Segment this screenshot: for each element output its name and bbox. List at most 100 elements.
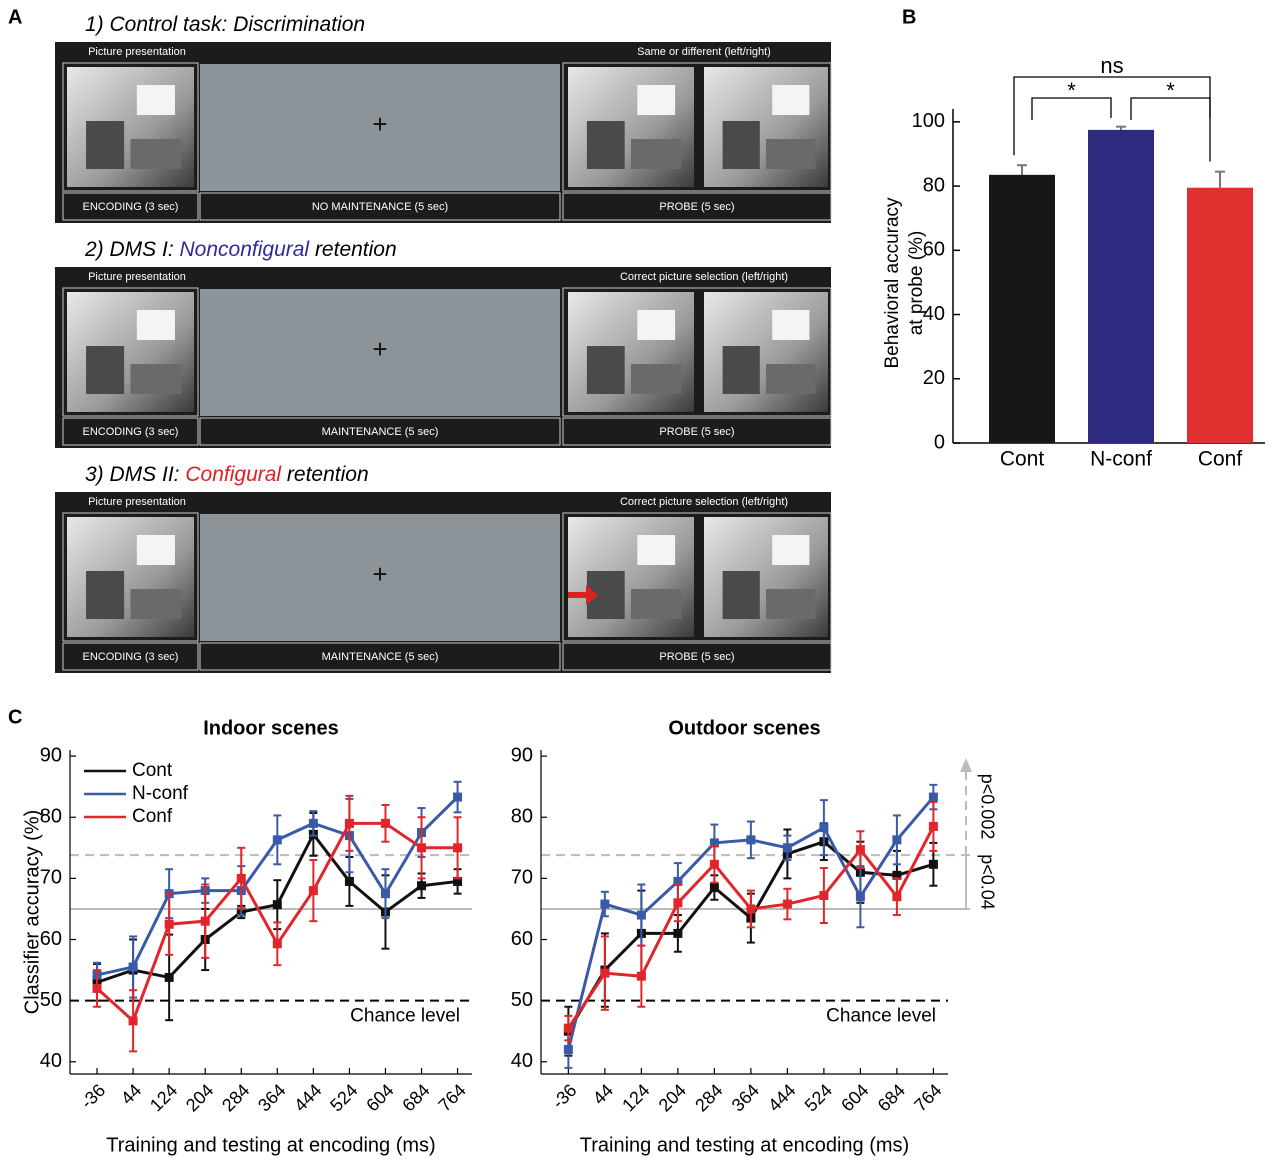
x-tick-label: 364 <box>728 1080 763 1115</box>
y-tick-label: 80 <box>923 174 945 196</box>
marker <box>637 972 646 981</box>
x-tick-label: 604 <box>837 1080 872 1115</box>
x-tick-label: 524 <box>801 1080 836 1115</box>
marker <box>819 891 828 900</box>
scene-detail <box>766 139 816 169</box>
fixation-cross: + <box>372 559 387 589</box>
y-tick-label: 80 <box>511 806 533 828</box>
marker <box>273 939 282 948</box>
scene-detail <box>723 346 760 394</box>
scene-detail <box>86 346 124 394</box>
header-label: Correct picture selection (left/right) <box>620 496 788 508</box>
y-axis-label: Behavioral accuracy <box>882 197 903 369</box>
x-tick-label: 284 <box>691 1080 726 1115</box>
x-tick-label: 124 <box>146 1080 181 1115</box>
marker <box>345 877 354 886</box>
y-tick-label: 100 <box>912 110 945 132</box>
scene-detail <box>587 121 625 169</box>
reference-label: Chance level <box>350 1006 460 1027</box>
task-title: 2) DMS I: Nonconfigural retention <box>84 238 397 261</box>
y-tick-label: 70 <box>40 867 62 889</box>
y-tick-label: 70 <box>511 867 533 889</box>
y-tick-label: 90 <box>511 744 533 766</box>
x-tick-label: N-conf <box>1090 448 1152 471</box>
x-axis-label: Training and testing at encoding (ms) <box>106 1134 435 1156</box>
y-tick-label: 40 <box>511 1050 533 1072</box>
marker <box>309 819 318 828</box>
marker <box>673 898 682 907</box>
marker <box>929 860 938 869</box>
panel-label: B <box>902 6 916 28</box>
chart-title: Outdoor scenes <box>668 717 820 739</box>
marker <box>381 889 390 898</box>
x-axis-label: Training and testing at encoding (ms) <box>580 1134 909 1156</box>
phase-label: MAINTENANCE (5 sec) <box>322 426 439 438</box>
scene-detail <box>723 571 760 619</box>
title-part: 1) Control task: Discrimination <box>85 13 365 36</box>
phase-label: PROBE (5 sec) <box>659 651 734 663</box>
marker <box>201 917 210 926</box>
y-axis-label: at probe (%) <box>906 231 927 336</box>
task-title: 3) DMS II: Configural retention <box>85 463 369 486</box>
marker <box>417 843 426 852</box>
task-panels: 1) Control task: Discrimination Picture p… <box>55 13 831 673</box>
panel-label: C <box>8 706 22 728</box>
scene-detail <box>631 139 681 169</box>
scene-detail <box>131 364 182 394</box>
scene-detail <box>137 535 175 565</box>
legend-label: Conf <box>132 806 173 827</box>
header-label: Same or different (left/right) <box>637 46 771 58</box>
marker <box>600 900 609 909</box>
scene-detail <box>723 121 760 169</box>
marker <box>637 911 646 920</box>
header-label: Picture presentation <box>88 496 186 508</box>
x-tick-label: 124 <box>618 1080 653 1115</box>
y-tick-label: 60 <box>511 928 533 950</box>
scene-detail <box>637 85 675 115</box>
marker <box>165 920 174 929</box>
bar <box>1088 130 1154 443</box>
x-tick-label: 204 <box>655 1080 690 1115</box>
marker <box>453 843 462 852</box>
marker <box>892 892 901 901</box>
x-tick-label: 284 <box>218 1080 253 1115</box>
phase-label: ENCODING (3 sec) <box>83 426 179 438</box>
x-tick-label: 364 <box>254 1080 289 1115</box>
x-tick-label: 684 <box>874 1080 909 1115</box>
marker <box>309 886 318 895</box>
title-part: 3) DMS II: <box>85 463 185 486</box>
panel-label: A <box>8 6 22 28</box>
reference-label: Chance level <box>826 1006 936 1027</box>
header-label: Picture presentation <box>88 271 186 283</box>
scene-detail <box>86 121 124 169</box>
y-tick-label: 20 <box>923 367 945 389</box>
figure: A B C 1) Control task: Discrimination Pic… <box>0 0 1280 1160</box>
marker <box>129 963 138 972</box>
x-tick-label: 44 <box>117 1080 145 1108</box>
header-label: Picture presentation <box>88 46 186 58</box>
title-part: 2) DMS I: <box>84 238 180 261</box>
marker <box>783 843 792 852</box>
x-tick-label: 764 <box>910 1080 945 1115</box>
marker <box>273 900 282 909</box>
marker <box>453 793 462 802</box>
scene-detail <box>86 571 124 619</box>
marker <box>929 822 938 831</box>
legend-label: Cont <box>132 760 173 781</box>
x-tick-label: 604 <box>362 1080 397 1115</box>
y-tick-label: 90 <box>40 744 62 766</box>
significance-label: ns <box>1100 53 1123 78</box>
y-tick-label: 0 <box>934 431 945 453</box>
arrow-head <box>960 758 972 772</box>
x-tick-label: 524 <box>326 1080 361 1115</box>
x-tick-label: 204 <box>182 1080 217 1115</box>
bar <box>1187 188 1253 443</box>
marker <box>129 1016 138 1025</box>
x-tick-label: 44 <box>589 1080 617 1108</box>
marker <box>746 904 755 913</box>
marker <box>381 819 390 828</box>
y-tick-label: 40 <box>40 1050 62 1072</box>
x-tick-label: Cont <box>1000 448 1045 471</box>
y-tick-label: 80 <box>40 806 62 828</box>
scene-detail <box>631 589 681 619</box>
